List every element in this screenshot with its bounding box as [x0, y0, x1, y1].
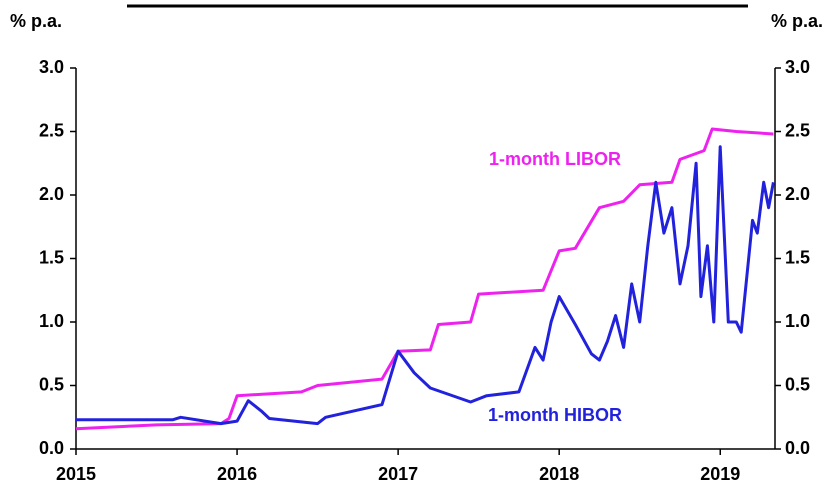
annotation: 1-month HIBOR: [488, 405, 622, 425]
y-axis-label: % p.a.: [10, 11, 62, 31]
x-tick-label: 2015: [56, 464, 96, 484]
y-tick-label: 0.0: [39, 438, 64, 458]
y-tick-label: 1.5: [39, 247, 64, 267]
y2-tick-label: 1.0: [785, 311, 810, 331]
y2-tick-label: 1.5: [785, 247, 810, 267]
y2-axis-label: % p.a.: [771, 11, 823, 31]
y2-tick-label: 2.0: [785, 184, 810, 204]
line-series: [75, 127, 774, 431]
y-tick-label: 1.0: [39, 311, 64, 331]
y2-tick-label: 0.5: [785, 374, 810, 394]
y2-tick-label: 3.0: [785, 57, 810, 77]
y-tick-label: 2.5: [39, 120, 64, 140]
y-tick-label: 2.0: [39, 184, 64, 204]
y-tick-label: 0.5: [39, 374, 64, 394]
x-tick-label: 2016: [217, 464, 257, 484]
x-tick-label: 2019: [700, 464, 740, 484]
x-tick-label: 2018: [539, 464, 579, 484]
line-series: [76, 145, 775, 426]
y2-tick-label: 0.0: [785, 438, 810, 458]
y-tick-label: 3.0: [39, 57, 64, 77]
y2-tick-label: 2.5: [785, 120, 810, 140]
annotation: 1-month LIBOR: [489, 149, 621, 169]
x-tick-label: 2017: [378, 464, 418, 484]
